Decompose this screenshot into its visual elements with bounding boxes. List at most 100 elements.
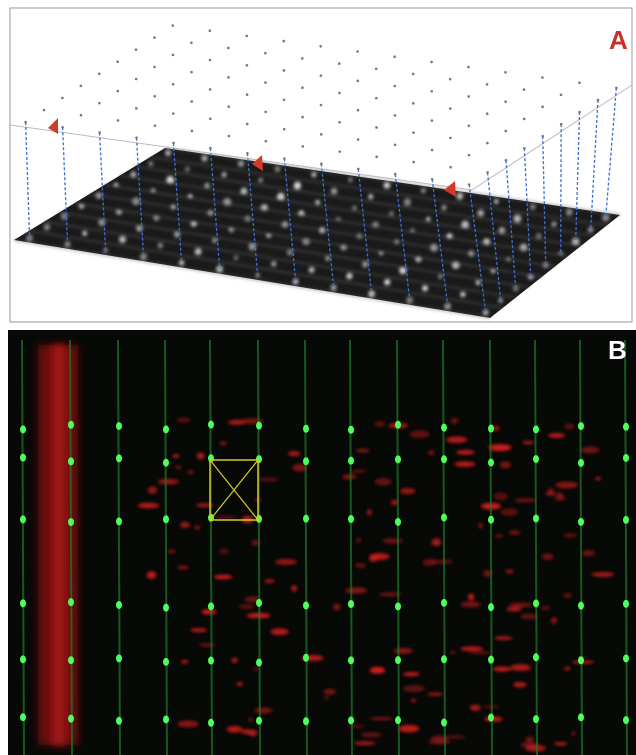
grid-dot xyxy=(227,105,230,108)
projection-lines xyxy=(24,87,618,313)
gel-spot xyxy=(410,228,415,233)
gel-spot xyxy=(274,166,281,173)
green-lane xyxy=(534,339,538,755)
gel-spot xyxy=(293,181,302,190)
red-spot xyxy=(219,441,227,446)
projection-line xyxy=(468,184,487,313)
red-spot xyxy=(195,503,214,508)
green-marker xyxy=(20,453,26,462)
gel-spot xyxy=(201,155,208,162)
red-spot xyxy=(291,585,297,592)
gel-spot xyxy=(422,285,428,292)
grid-dot xyxy=(282,98,286,102)
gel-spot xyxy=(346,273,353,280)
grid-dot xyxy=(79,113,83,117)
grid-dot xyxy=(79,84,83,88)
red-spot xyxy=(563,666,571,671)
green-marker xyxy=(116,454,122,463)
panel-a: A xyxy=(9,7,633,323)
grid-dot xyxy=(356,138,360,141)
green-marker xyxy=(303,653,309,662)
gel-spot xyxy=(426,216,431,222)
grid-dot xyxy=(430,119,434,122)
grid-dot xyxy=(375,96,378,100)
red-spot xyxy=(493,492,508,501)
gel-spot xyxy=(140,252,148,260)
green-marker xyxy=(116,422,122,431)
red-spot xyxy=(492,666,511,672)
red-spot xyxy=(445,436,468,443)
grid-dots xyxy=(24,24,618,186)
green-marker xyxy=(533,514,539,523)
projection-line xyxy=(172,142,183,263)
gel-spot xyxy=(308,267,315,273)
gel-spot xyxy=(403,198,411,206)
projection-line xyxy=(542,136,547,266)
gel-streak xyxy=(119,175,582,247)
gel-spot xyxy=(558,251,563,256)
green-marker xyxy=(441,598,447,607)
gel-spot xyxy=(165,150,172,157)
red-spot xyxy=(187,470,194,475)
green-marker xyxy=(441,455,447,464)
grid-dot xyxy=(282,69,286,72)
green-marker xyxy=(578,517,584,526)
grid-dot xyxy=(393,84,397,88)
gel-spot xyxy=(482,309,489,316)
grid-dot xyxy=(430,148,434,152)
grid-dot xyxy=(283,157,286,160)
green-marker xyxy=(68,457,74,466)
red-spot xyxy=(369,553,390,560)
red-spot xyxy=(176,417,191,423)
panel-b-image xyxy=(8,330,636,755)
green-marker xyxy=(256,598,262,607)
green-marker xyxy=(68,656,74,665)
grid-dot xyxy=(504,129,508,133)
green-marker xyxy=(303,717,309,726)
projection-line xyxy=(246,153,259,276)
green-marker xyxy=(488,515,494,524)
green-marker xyxy=(395,602,401,611)
gel-spot xyxy=(368,194,374,200)
grid-dot xyxy=(209,146,212,150)
red-spot xyxy=(347,724,365,729)
projection-line xyxy=(61,127,69,245)
gel-streak xyxy=(44,221,517,298)
red-spot xyxy=(353,741,376,745)
red-spot xyxy=(177,565,189,570)
gel-streak xyxy=(13,239,491,319)
red-spot xyxy=(270,628,289,636)
grid-dot xyxy=(227,134,231,138)
grid-dot xyxy=(374,67,378,71)
gel-spot xyxy=(498,298,503,303)
green-marker xyxy=(20,599,26,608)
grid-dot xyxy=(356,50,359,53)
red-spot xyxy=(508,530,521,535)
red-spot xyxy=(201,608,217,615)
gel-spot xyxy=(315,200,320,205)
red-spot xyxy=(174,465,182,470)
green-marker xyxy=(533,455,539,464)
gel-streak xyxy=(134,165,595,237)
green-marker xyxy=(20,713,26,722)
gel-spot xyxy=(477,209,485,217)
red-spot xyxy=(519,742,540,747)
grid-dot xyxy=(190,129,194,133)
grid-dot xyxy=(467,124,471,128)
red-spot xyxy=(514,498,537,503)
red-spot xyxy=(177,720,199,728)
grid-dot xyxy=(208,29,212,32)
grid-dot xyxy=(393,114,397,117)
projection-line xyxy=(590,99,599,230)
gel-spot xyxy=(551,221,557,227)
red-spot xyxy=(563,533,578,538)
red-spot xyxy=(137,502,160,509)
grid-dot xyxy=(245,122,249,126)
grid-dot xyxy=(393,143,397,147)
red-spot xyxy=(253,667,260,671)
green-marker xyxy=(208,656,214,665)
red-spot xyxy=(510,664,532,671)
green-marker xyxy=(303,424,309,433)
grid-dot xyxy=(97,72,101,76)
panel-b: B xyxy=(8,330,636,755)
